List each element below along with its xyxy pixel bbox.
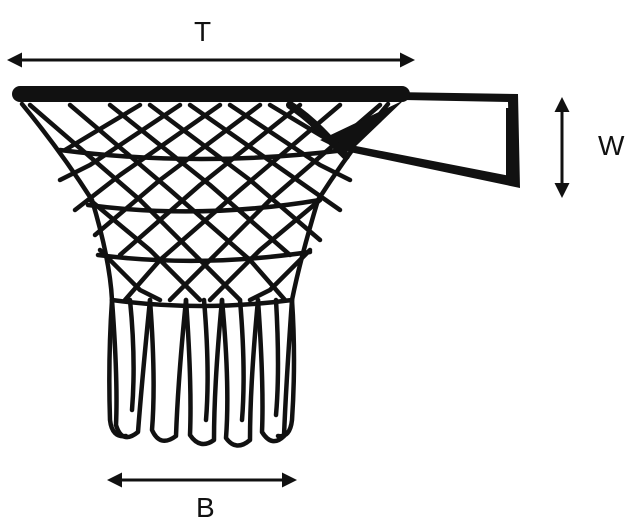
rim — [12, 86, 410, 160]
side-dimension-label: W — [598, 130, 625, 161]
bottom-dimension-label: B — [196, 492, 215, 523]
top-dimension-label: T — [194, 16, 212, 47]
net — [19, 101, 391, 448]
bracket — [320, 92, 520, 188]
